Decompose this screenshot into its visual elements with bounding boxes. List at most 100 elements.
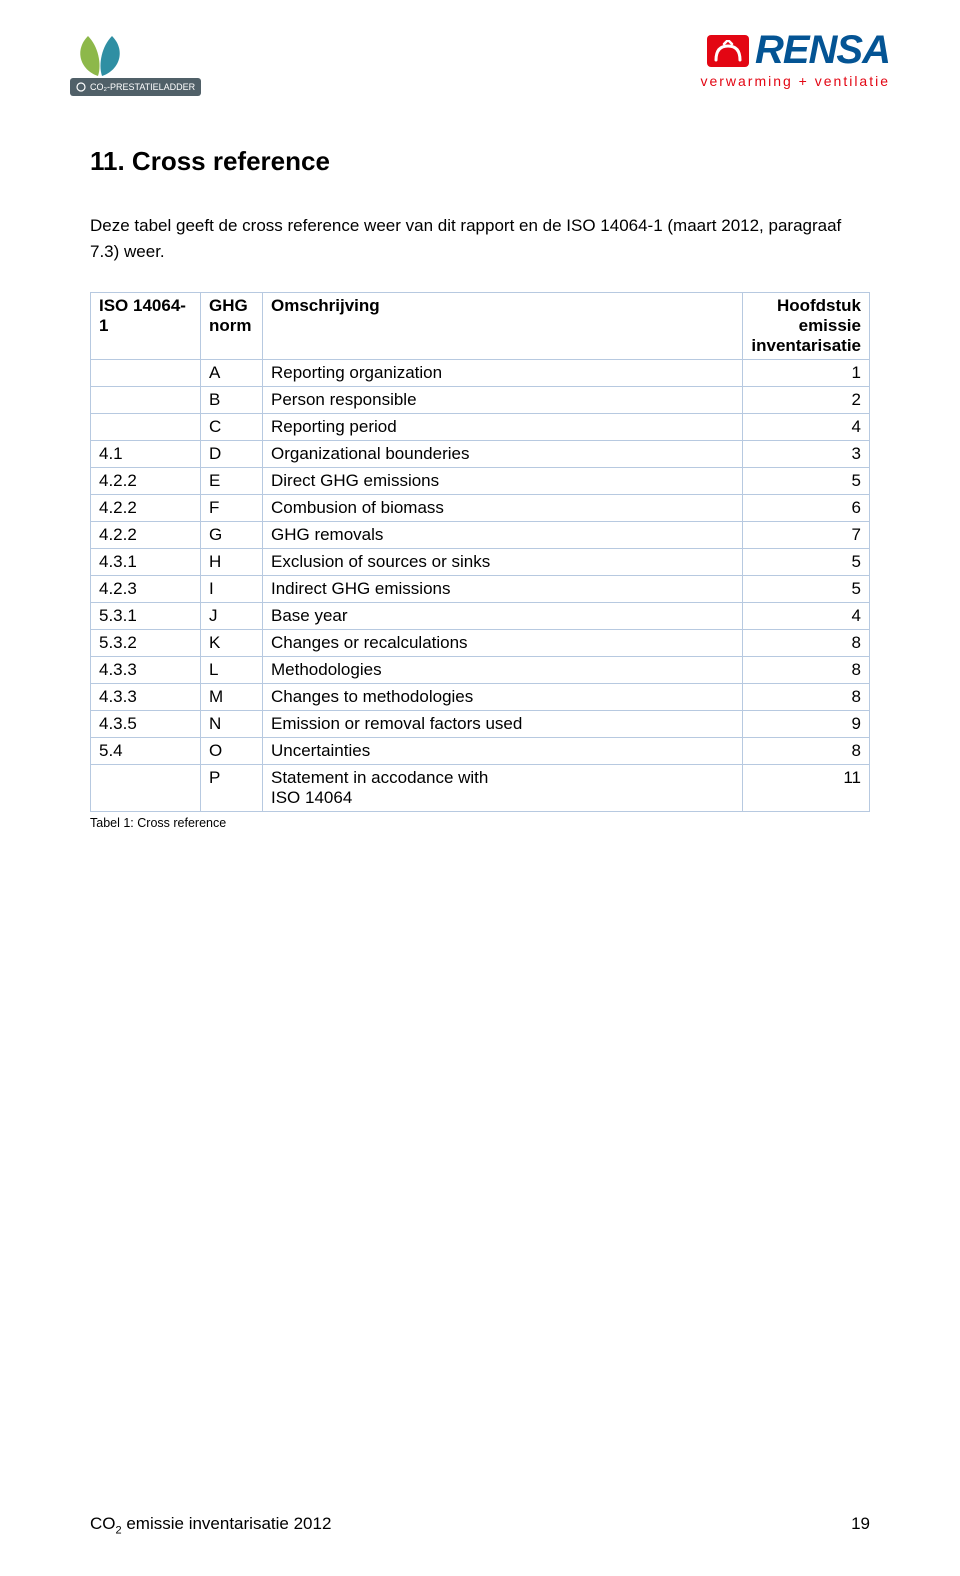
cell-chapter: 8 xyxy=(743,738,870,765)
cell-desc: GHG removals xyxy=(263,522,743,549)
cell-ghg: C xyxy=(201,414,263,441)
table-row: 4.1DOrganizational bounderies3 xyxy=(91,441,870,468)
table-row: 4.2.2GGHG removals7 xyxy=(91,522,870,549)
cell-iso: 4.2.2 xyxy=(91,522,201,549)
table-row: CReporting period4 xyxy=(91,414,870,441)
cell-ghg: G xyxy=(201,522,263,549)
cell-desc: Changes to methodologies xyxy=(263,684,743,711)
cell-chapter: 11 xyxy=(743,765,870,812)
header-hoofdstuk: Hoofdstuk emissie inventarisatie xyxy=(743,293,870,360)
table-header-row: ISO 14064-1 GHG norm Omschrijving Hoofds… xyxy=(91,293,870,360)
heading: 11. Cross reference xyxy=(90,146,870,177)
cell-chapter: 8 xyxy=(743,657,870,684)
cell-desc: Organizational bounderies xyxy=(263,441,743,468)
table-row: 4.2.2FCombusion of biomass6 xyxy=(91,495,870,522)
table-caption: Tabel 1: Cross reference xyxy=(90,816,870,830)
footer-page-number: 19 xyxy=(851,1514,870,1536)
cell-iso: 5.3.1 xyxy=(91,603,201,630)
header-ghg: GHG norm xyxy=(201,293,263,360)
header-omschrijving: Omschrijving xyxy=(263,293,743,360)
footer-left: CO2 emissie inventarisatie 2012 xyxy=(90,1514,331,1536)
cell-chapter: 4 xyxy=(743,603,870,630)
table-row: 4.2.3IIndirect GHG emissions5 xyxy=(91,576,870,603)
cell-chapter: 9 xyxy=(743,711,870,738)
table-row: PStatement in accodance withISO 1406411 xyxy=(91,765,870,812)
cell-desc: Methodologies xyxy=(263,657,743,684)
cell-chapter: 8 xyxy=(743,630,870,657)
cell-desc: Changes or recalculations xyxy=(263,630,743,657)
cell-iso: 5.3.2 xyxy=(91,630,201,657)
cell-chapter: 5 xyxy=(743,549,870,576)
cell-chapter: 8 xyxy=(743,684,870,711)
cell-ghg: M xyxy=(201,684,263,711)
table-row: 5.3.1JBase year4 xyxy=(91,603,870,630)
cell-desc: Indirect GHG emissions xyxy=(263,576,743,603)
cell-ghg: E xyxy=(201,468,263,495)
page-header: CO₂-PRESTATIELADDER RENSA verwarming + v… xyxy=(0,0,960,96)
cell-chapter: 3 xyxy=(743,441,870,468)
table-row: 5.3.2KChanges or recalculations8 xyxy=(91,630,870,657)
cell-iso xyxy=(91,387,201,414)
cell-chapter: 7 xyxy=(743,522,870,549)
cell-desc: Base year xyxy=(263,603,743,630)
badge-text: CO₂-PRESTATIELADDER xyxy=(70,78,201,96)
cell-ghg: O xyxy=(201,738,263,765)
logo-co2-prestatieladder: CO₂-PRESTATIELADDER xyxy=(70,28,201,96)
table-row: 4.2.2EDirect GHG emissions5 xyxy=(91,468,870,495)
cell-iso: 5.4 xyxy=(91,738,201,765)
table-row: 4.3.1HExclusion of sources or sinks5 xyxy=(91,549,870,576)
cell-iso xyxy=(91,360,201,387)
header-iso: ISO 14064-1 xyxy=(91,293,201,360)
cell-chapter: 5 xyxy=(743,468,870,495)
cell-ghg: J xyxy=(201,603,263,630)
cell-ghg: I xyxy=(201,576,263,603)
rensa-name: RENSA xyxy=(755,28,890,73)
cell-desc: Direct GHG emissions xyxy=(263,468,743,495)
cell-desc: Combusion of biomass xyxy=(263,495,743,522)
cell-ghg: H xyxy=(201,549,263,576)
rensa-tagline: verwarming + ventilatie xyxy=(700,73,890,89)
cell-desc: Reporting period xyxy=(263,414,743,441)
cell-ghg: K xyxy=(201,630,263,657)
cell-chapter: 6 xyxy=(743,495,870,522)
table-row: 4.3.3MChanges to methodologies8 xyxy=(91,684,870,711)
cell-chapter: 5 xyxy=(743,576,870,603)
cell-iso: 4.2.2 xyxy=(91,468,201,495)
cell-ghg: D xyxy=(201,441,263,468)
cell-iso: 4.3.3 xyxy=(91,684,201,711)
rensa-icon xyxy=(707,35,749,67)
page-footer: CO2 emissie inventarisatie 2012 19 xyxy=(90,1514,870,1536)
cell-desc: Exclusion of sources or sinks xyxy=(263,549,743,576)
cell-iso: 4.3.5 xyxy=(91,711,201,738)
cell-ghg: P xyxy=(201,765,263,812)
table-row: 4.3.3LMethodologies8 xyxy=(91,657,870,684)
cell-desc: Emission or removal factors used xyxy=(263,711,743,738)
logo-rensa: RENSA verwarming + ventilatie xyxy=(700,28,890,89)
cell-desc: Reporting organization xyxy=(263,360,743,387)
table-row: AReporting organization1 xyxy=(91,360,870,387)
cell-desc: Uncertainties xyxy=(263,738,743,765)
cell-iso xyxy=(91,765,201,812)
cell-ghg: L xyxy=(201,657,263,684)
cell-iso: 4.1 xyxy=(91,441,201,468)
table-row: 4.3.5NEmission or removal factors used9 xyxy=(91,711,870,738)
intro-paragraph: Deze tabel geeft de cross reference weer… xyxy=(90,213,870,264)
cell-desc: Person responsible xyxy=(263,387,743,414)
cell-chapter: 1 xyxy=(743,360,870,387)
cell-iso: 4.2.2 xyxy=(91,495,201,522)
cell-ghg: F xyxy=(201,495,263,522)
cell-chapter: 4 xyxy=(743,414,870,441)
page-content: 11. Cross reference Deze tabel geeft de … xyxy=(0,96,960,830)
table-row: 5.4OUncertainties8 xyxy=(91,738,870,765)
cell-ghg: N xyxy=(201,711,263,738)
cell-ghg: A xyxy=(201,360,263,387)
table-row: BPerson responsible2 xyxy=(91,387,870,414)
cell-iso: 4.2.3 xyxy=(91,576,201,603)
leaf-icon xyxy=(70,28,130,78)
cell-chapter: 2 xyxy=(743,387,870,414)
cell-iso: 4.3.3 xyxy=(91,657,201,684)
cell-desc: Statement in accodance withISO 14064 xyxy=(263,765,743,812)
cell-iso: 4.3.1 xyxy=(91,549,201,576)
cell-iso xyxy=(91,414,201,441)
cell-ghg: B xyxy=(201,387,263,414)
